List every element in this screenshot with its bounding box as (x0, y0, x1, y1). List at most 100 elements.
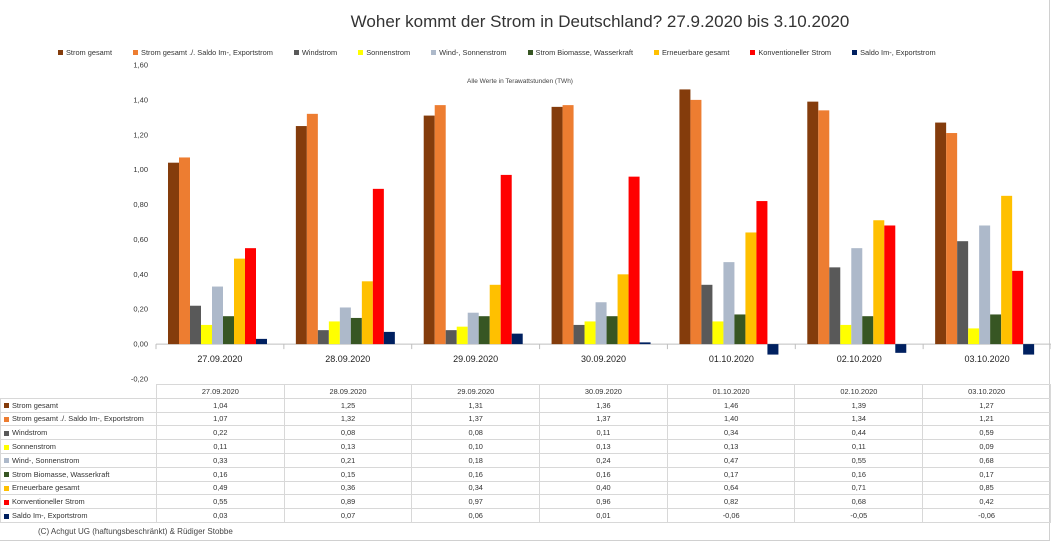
bar (723, 262, 735, 345)
y-tick-label: 1,00 (133, 165, 148, 174)
table-cell: 1,32 (283, 411, 413, 427)
table-cell: -0,06 (666, 508, 796, 523)
table-row: Strom gesamt ./. Saldo Im-, Exportstrom 1… (0, 411, 1051, 427)
legend-swatch (358, 50, 364, 55)
bar (168, 162, 179, 345)
bar (478, 316, 490, 345)
table-corner (0, 384, 157, 399)
table-legend-key (4, 486, 9, 492)
table-cell: 0,13 (666, 439, 796, 454)
table-cell: 0,33 (155, 452, 285, 468)
table-cell: 1,36 (539, 397, 668, 413)
bar (339, 307, 351, 345)
table-cell: 0,16 (539, 466, 668, 482)
legend-item: Strom gesamt (58, 48, 112, 57)
legend-label: Windstrom (301, 48, 338, 57)
table-row-label: Strom Biomasse, Wasserkraft (0, 466, 157, 482)
table-cell: 0,36 (283, 480, 413, 496)
legend-item: Konventioneller Strom (750, 48, 831, 57)
table-cell: 0,24 (539, 452, 668, 468)
table-cell: 0,68 (794, 494, 924, 510)
table-cell: 0,18 (411, 452, 541, 468)
legend-swatch (527, 50, 533, 55)
table-legend-key (4, 417, 9, 423)
table-cell: 1,07 (155, 411, 285, 427)
table-header-cell: 02.10.2020 (794, 384, 924, 399)
bar (317, 330, 329, 345)
table-header-cell: 28.09.2020 (283, 384, 413, 399)
bar (1001, 195, 1013, 345)
bar (639, 342, 651, 345)
table-header-row: 27.09.2020 28.09.2020 29.09.2020 30.09.2020… (0, 384, 1051, 399)
bar (807, 101, 819, 345)
table-cell: 0,09 (922, 439, 1051, 454)
x-tick-label: 27.09.2020 (197, 354, 242, 364)
bar (862, 316, 874, 345)
table-cell: 0,22 (155, 425, 285, 441)
table-legend-key (4, 499, 9, 505)
table-cell: 0,44 (794, 425, 924, 441)
table-cell: 0,16 (155, 466, 285, 482)
legend-label: Wind-, Sonnenstrom (439, 48, 507, 57)
table-cell: 0,11 (539, 425, 668, 441)
table-row-label: Konventioneller Strom (0, 494, 157, 510)
table-cell: 1,37 (539, 411, 668, 427)
table-row-label: Wind-, Sonnenstrom (0, 452, 157, 468)
bar (573, 324, 585, 345)
legend-item: Windstrom (293, 48, 338, 57)
x-tick-label: 02.10.2020 (837, 354, 882, 364)
bar (562, 105, 574, 345)
table-cell: 0,55 (794, 452, 924, 468)
bar (617, 274, 629, 345)
legend-label: Saldo Im-, Exportstrom (860, 48, 936, 57)
table-header-cell: 29.09.2020 (411, 384, 541, 399)
legend-item: Erneuerbare gesamt (654, 48, 729, 57)
bar (690, 99, 702, 345)
legend-swatch (133, 50, 139, 55)
bar (829, 267, 841, 345)
table-cell: 0,89 (283, 494, 413, 510)
bar (190, 305, 201, 345)
table-cell: 0,71 (794, 480, 924, 496)
bar (606, 316, 618, 345)
legend-item: Saldo Im-, Exportstrom (852, 48, 936, 57)
legend-swatch (654, 50, 659, 55)
bar (767, 344, 779, 355)
bar (584, 321, 596, 345)
y-tick-label: 0,40 (133, 270, 148, 279)
table-cell: 1,04 (155, 397, 285, 413)
data-table: 27.09.2020 28.09.2020 29.09.2020 30.09.2020… (0, 384, 1051, 523)
chart-title: Woher kommt der Strom in Deutschland? 27… (350, 12, 850, 31)
bar (979, 225, 991, 345)
table-cell: 0,49 (155, 480, 285, 496)
bar (935, 122, 947, 345)
bar (628, 176, 640, 345)
legend-label: Strom gesamt (66, 48, 113, 57)
table-cell: 0,01 (539, 508, 668, 523)
table-cell: -0,05 (794, 508, 924, 523)
table-cell: 1,46 (666, 397, 796, 413)
table-cell: 1,21 (922, 411, 1051, 427)
table-cell: 1,25 (283, 397, 413, 413)
bar (306, 113, 318, 345)
table-row: Konventioneller Strom 0,55 0,89 0,97 0,96 0,8… (0, 494, 1051, 510)
table-cell: 1,37 (411, 411, 541, 427)
table-row-label: Strom gesamt (0, 397, 157, 413)
legend-item: Strom gesamt ./. Saldo Im-, Exportstrom (133, 48, 273, 57)
table-header-cell: 01.10.2020 (666, 384, 796, 399)
legend-swatch (58, 50, 63, 55)
table-row-label: Sonnenstrom (0, 439, 157, 454)
table-row-label: Strom gesamt ./. Saldo Im-, Exportstrom (0, 411, 157, 427)
y-tick-label: 0,20 (133, 305, 148, 314)
bar (489, 284, 501, 345)
table-cell: 0,96 (539, 494, 668, 510)
bar (818, 110, 830, 345)
bar (745, 232, 757, 345)
bar (295, 126, 307, 345)
table-cell: 0,97 (411, 494, 541, 510)
table-cell: 1,31 (411, 397, 541, 413)
y-tick-label: 0,00 (133, 340, 148, 349)
bar (423, 115, 435, 345)
legend-swatch (750, 50, 756, 55)
table-cell: 0,13 (539, 439, 668, 454)
